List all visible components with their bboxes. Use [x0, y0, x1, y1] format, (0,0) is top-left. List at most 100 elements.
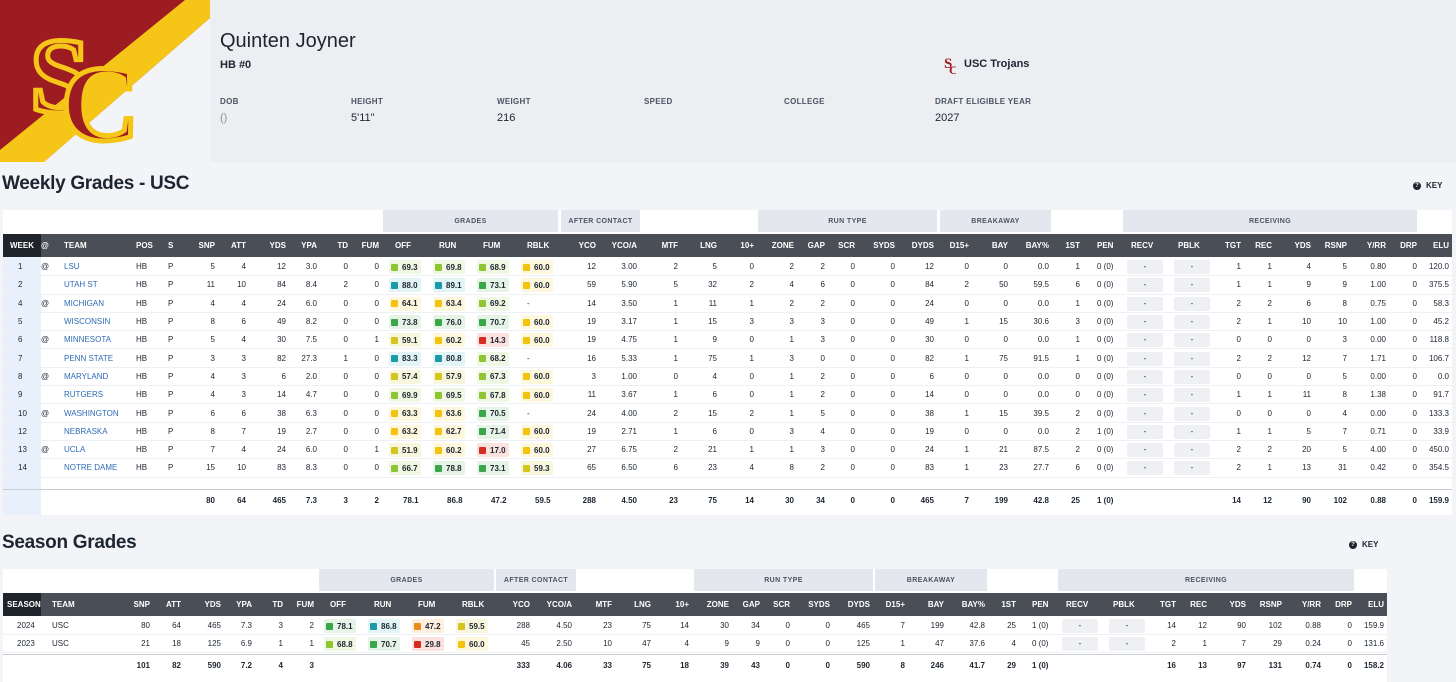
column-header-syds[interactable]: SYDS [808, 600, 830, 609]
column-header-syds[interactable]: SYDS [873, 241, 895, 250]
table-row[interactable]: 8 @ MARYLAND HB P 4 3 6 2.0 0 0 57.4 57.9 67.3 60.0 3 1.… [3, 368, 1452, 387]
column-header-y-rr[interactable]: Y/RR [1301, 600, 1321, 609]
column-header-team[interactable]: TEAM [52, 600, 75, 609]
column-header-pblk[interactable]: PBLK [1113, 600, 1135, 609]
table-row[interactable]: 5 WISCONSIN HB P 8 6 49 8.2 0 0 73.8 76.0 70.7 60.0 19… [3, 313, 1452, 332]
team-cell[interactable]: UTAH ST [64, 280, 98, 290]
column-header-d15-[interactable]: D15+ [885, 600, 905, 609]
column-header-yco[interactable]: YCO [512, 600, 530, 609]
column-header-td[interactable]: TD [337, 241, 348, 250]
column-header-tgt[interactable]: TGT [1225, 241, 1241, 250]
column-header-rsnp[interactable]: RSNP [1259, 600, 1282, 609]
column-header-ypa[interactable]: YPA [236, 600, 252, 609]
column-header-off[interactable]: OFF [395, 241, 411, 250]
team-cell[interactable]: NEBRASKA [64, 426, 108, 436]
column-header-lng[interactable]: LNG [634, 600, 651, 609]
team-link[interactable]: USC Trojans [964, 58, 1030, 70]
column-header-elu[interactable]: ELU [1433, 241, 1449, 250]
column-header-fum[interactable]: FUM [296, 600, 314, 609]
team-cell[interactable]: RUTGERS [64, 390, 104, 400]
column-header-y-rr[interactable]: Y/RR [1366, 241, 1386, 250]
column-header-s[interactable]: S [168, 241, 174, 250]
column-header-bay-[interactable]: BAY% [961, 600, 985, 609]
column-header-season[interactable]: SEASON [3, 593, 41, 616]
column-header-bay[interactable]: BAY [991, 241, 1008, 250]
table-row[interactable]: 2023 USC 21 18 125 6.9 1 1 68.8 70.7 29.8 60.0 45 2.5… [3, 635, 1387, 653]
column-header-yds[interactable]: YDS [1294, 241, 1311, 250]
column-header-rec[interactable]: REC [1255, 241, 1272, 250]
team-cell[interactable]: NOTRE DAME [64, 463, 118, 473]
column-header-mtf[interactable]: MTF [595, 600, 612, 609]
column-header-rblk[interactable]: RBLK [527, 241, 550, 250]
column-header-week[interactable]: WEEK [3, 234, 41, 257]
column-header-1st[interactable]: 1ST [1001, 600, 1016, 609]
column-header-pen[interactable]: PEN [1097, 241, 1114, 250]
team-cell[interactable]: LSU [64, 262, 80, 272]
column-header-gap[interactable]: GAP [807, 241, 825, 250]
column-header-recv[interactable]: RECV [1131, 241, 1154, 250]
column-header-10-[interactable]: 10+ [740, 241, 754, 250]
table-row[interactable]: 6 @ MINNESOTA HB P 5 4 30 7.5 0 1 59.1 60.2 14.3 60.0 1… [3, 331, 1452, 350]
table-row[interactable]: 10 @ WASHINGTON HB P 6 6 38 6.3 0 0 63.3 63.6 70.5-24… [3, 404, 1452, 423]
column-header-yco-a[interactable]: YCO/A [611, 241, 637, 250]
column-header-fum[interactable]: FUM [483, 241, 501, 250]
table-row[interactable]: 12 NEBRASKA HB P 8 7 19 2.7 0 0 63.2 62.7 71.4 60.0 19… [3, 423, 1452, 441]
column-header-mtf[interactable]: MTF [661, 241, 678, 250]
team-cell[interactable]: MICHIGAN [64, 298, 104, 308]
weekly-key-button[interactable]: ? KEY [1413, 181, 1442, 190]
column-header-run[interactable]: RUN [439, 241, 457, 250]
column-header-gap[interactable]: GAP [742, 600, 760, 609]
column-header-att[interactable]: ATT [166, 600, 181, 609]
column-header-rblk[interactable]: RBLK [462, 600, 485, 609]
table-row[interactable]: 13 @ UCLA HB P 7 4 24 6.0 0 1 51.9 60.2 17.0 60.0 27 6.7… [3, 441, 1452, 460]
column-header-yds[interactable]: YDS [204, 600, 221, 609]
column-header-bay[interactable]: BAY [927, 600, 944, 609]
column-header-att[interactable]: ATT [231, 241, 246, 250]
table-row[interactable]: 9 RUTGERS HB P 4 3 14 4.7 0 0 69.9 69.5 67.8 60.0 11 3.… [3, 386, 1452, 405]
season-key-button[interactable]: ? KEY [1349, 540, 1378, 549]
column-header-snp[interactable]: SNP [198, 241, 215, 250]
column-header-zone[interactable]: ZONE [771, 241, 794, 250]
column-header-drp[interactable]: DRP [1335, 600, 1352, 609]
column-header-zone[interactable]: ZONE [706, 600, 729, 609]
column-header-yco[interactable]: YCO [578, 241, 596, 250]
table-row[interactable]: 4 @ MICHIGAN HB P 4 4 24 6.0 0 0 64.1 63.4 69.2 - 14 3.5… [3, 295, 1452, 313]
column-header-d15-[interactable]: D15+ [949, 241, 969, 250]
column-header-rsnp[interactable]: RSNP [1324, 241, 1347, 250]
table-row[interactable]: 7 PENN STATE HB P 3 3 82 27.3 1 0 83.3 80.8 68.2 - 16 5… [3, 350, 1452, 368]
column-header-tgt[interactable]: TGT [1160, 600, 1176, 609]
column-header-dyds[interactable]: DYDS [911, 241, 934, 250]
team-logo-icon[interactable]: S C [940, 54, 956, 76]
table-row[interactable]: 14 NOTRE DAME HB P 15 10 83 8.3 0 0 66.7 78.8 73.1 59… [3, 459, 1452, 478]
column-header-pen[interactable]: PEN [1032, 600, 1049, 609]
column-header-1st[interactable]: 1ST [1065, 241, 1080, 250]
column-header-snp[interactable]: SNP [133, 600, 150, 609]
column-header-yco-a[interactable]: YCO/A [546, 600, 572, 609]
team-cell[interactable]: WISCONSIN [64, 317, 111, 327]
column-header-fum[interactable]: FUM [361, 241, 379, 250]
column-header-team[interactable]: TEAM [64, 241, 87, 250]
column-header-yds[interactable]: YDS [269, 241, 286, 250]
team-cell[interactable]: PENN STATE [64, 353, 114, 363]
column-header-recv[interactable]: RECV [1066, 600, 1089, 609]
column-header-bay-[interactable]: BAY% [1025, 241, 1049, 250]
column-header-yds[interactable]: YDS [1229, 600, 1246, 609]
team-cell[interactable]: WASHINGTON [64, 408, 119, 418]
column-header-off[interactable]: OFF [330, 600, 346, 609]
column-header-ypa[interactable]: YPA [301, 241, 317, 250]
table-row[interactable]: 1 @ LSU HB P 5 4 12 3.0 0 0 69.3 69.8 68.9 60.0 12 3.00 2… [3, 258, 1452, 277]
column-header-pos[interactable]: POS [136, 241, 153, 250]
column-header-fum[interactable]: FUM [418, 600, 436, 609]
column-header-scr[interactable]: SCR [773, 600, 790, 609]
column-header-elu[interactable]: ELU [1368, 600, 1384, 609]
team-cell[interactable]: MARYLAND [64, 371, 109, 381]
table-row[interactable]: 2024 USC 80 64 465 7.3 3 2 78.1 86.8 47.2 59.5 288 4.… [3, 617, 1387, 635]
column-header-10-[interactable]: 10+ [675, 600, 689, 609]
column-header-drp[interactable]: DRP [1400, 241, 1417, 250]
column-header-lng[interactable]: LNG [700, 241, 717, 250]
column-header-run[interactable]: RUN [374, 600, 392, 609]
column-header-scr[interactable]: SCR [838, 241, 855, 250]
team-cell[interactable]: MINNESOTA [64, 335, 111, 345]
team-cell[interactable]: UCLA [64, 445, 86, 455]
column-header-rec[interactable]: REC [1190, 600, 1207, 609]
